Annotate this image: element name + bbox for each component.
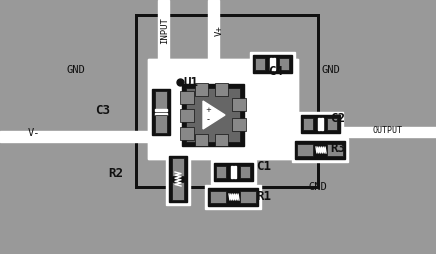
Bar bbox=[155, 113, 167, 115]
Bar bbox=[214, 163, 253, 181]
Text: INPUT: INPUT bbox=[160, 17, 169, 44]
Bar bbox=[158, 0, 169, 154]
Bar bbox=[270, 58, 272, 70]
Text: R1: R1 bbox=[256, 190, 271, 203]
Bar bbox=[186, 88, 240, 142]
Bar bbox=[210, 191, 226, 203]
Bar bbox=[255, 58, 265, 70]
Text: U1: U1 bbox=[184, 76, 198, 89]
Bar bbox=[205, 185, 261, 209]
Bar bbox=[180, 127, 194, 140]
Bar bbox=[240, 166, 250, 178]
Bar bbox=[182, 84, 244, 146]
Bar bbox=[232, 118, 246, 131]
Text: V-: V- bbox=[28, 128, 40, 138]
Bar bbox=[149, 86, 173, 138]
Bar bbox=[155, 115, 167, 133]
Bar bbox=[195, 83, 208, 96]
Bar bbox=[215, 134, 228, 146]
Text: -: - bbox=[207, 116, 210, 124]
Bar bbox=[318, 118, 320, 130]
Bar bbox=[327, 118, 337, 130]
Bar bbox=[0, 131, 168, 142]
Bar bbox=[253, 55, 292, 73]
Text: V+: V+ bbox=[215, 25, 223, 36]
Bar bbox=[232, 98, 246, 111]
Text: GND: GND bbox=[67, 65, 86, 75]
Text: C2: C2 bbox=[330, 112, 345, 125]
Bar bbox=[292, 138, 348, 162]
Bar bbox=[195, 134, 208, 146]
Bar bbox=[303, 118, 313, 130]
Text: R3: R3 bbox=[330, 142, 345, 155]
Bar bbox=[301, 115, 340, 133]
Bar bbox=[172, 158, 184, 176]
Bar bbox=[295, 141, 345, 159]
Bar bbox=[208, 0, 219, 154]
Bar bbox=[327, 144, 343, 156]
Bar bbox=[321, 118, 323, 130]
Bar bbox=[166, 153, 190, 205]
Bar bbox=[273, 58, 275, 70]
Bar bbox=[231, 166, 233, 178]
Polygon shape bbox=[203, 101, 225, 129]
Bar bbox=[138, 17, 317, 186]
Text: C1: C1 bbox=[256, 160, 271, 173]
Bar bbox=[169, 156, 187, 202]
Bar bbox=[135, 14, 320, 189]
Bar bbox=[180, 91, 194, 104]
Bar bbox=[270, 127, 436, 137]
Bar bbox=[215, 83, 228, 96]
Text: C4: C4 bbox=[268, 65, 283, 78]
Bar bbox=[216, 166, 226, 178]
Text: +: + bbox=[205, 107, 211, 113]
Bar bbox=[172, 182, 184, 200]
Text: OUTPUT: OUTPUT bbox=[372, 126, 402, 135]
Bar bbox=[298, 112, 343, 136]
Bar bbox=[211, 160, 256, 184]
Bar bbox=[279, 58, 289, 70]
Bar bbox=[240, 191, 256, 203]
Bar bbox=[297, 144, 313, 156]
Text: C3: C3 bbox=[95, 104, 110, 117]
Text: R2: R2 bbox=[108, 167, 123, 181]
Bar bbox=[152, 89, 170, 135]
Text: GND: GND bbox=[309, 182, 328, 192]
Bar bbox=[155, 91, 167, 109]
Bar bbox=[155, 109, 167, 111]
Bar bbox=[148, 59, 298, 159]
Bar bbox=[180, 109, 194, 122]
Text: GND: GND bbox=[322, 65, 341, 75]
Bar bbox=[178, 80, 248, 150]
Bar bbox=[250, 52, 295, 76]
Bar bbox=[148, 59, 298, 159]
Bar bbox=[234, 166, 236, 178]
Bar bbox=[208, 188, 258, 206]
